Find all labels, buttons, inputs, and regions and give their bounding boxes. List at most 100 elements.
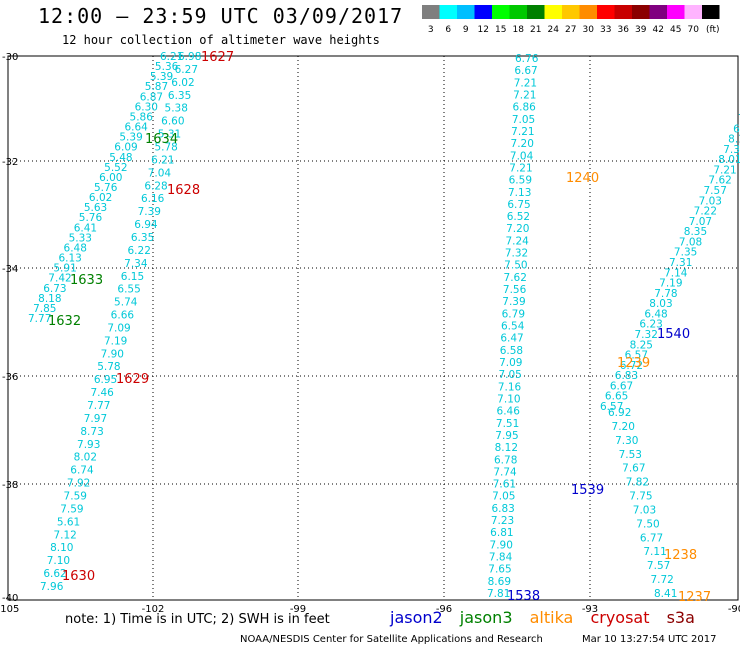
wave-height-value: 7.35 [674,247,697,259]
wave-height-value: 6.57 [625,350,648,362]
pass-label-1240: 1240 [566,171,599,186]
wave-height-value: 6.16 [141,193,165,205]
wave-height-value: 7.50 [636,518,659,530]
wave-height-value: 7.21 [511,126,534,138]
wave-height-value: 7.59 [64,491,87,503]
wave-height-value: 7.07 [689,216,712,228]
colorbar-tick-label: 45 [670,25,681,35]
wave-height-value: 6.83 [615,370,638,382]
wave-height-value: 7.09 [499,357,522,369]
wave-height-value: 7.05 [492,491,515,503]
color-swatch [649,5,667,19]
longitude-label: -90 [728,604,740,615]
colorbar-tick-label: (ft) [706,25,720,35]
wave-height-value: 6.48 [64,242,87,254]
wave-height-value: 6.79 [502,308,525,320]
color-swatch [439,5,457,19]
wave-height-value: 5.86 [130,111,154,123]
wave-height-value: 6.77 [640,532,663,544]
wave-height-value: 7.32 [635,329,658,341]
pass-label-1239: 1239 [617,356,650,371]
wave-height-value: 7.05 [498,369,521,381]
wave-height-value: 7.59 [60,503,83,515]
wave-height-value: 7.57 [704,185,727,197]
colorbar-tick-label: 6 [445,25,451,35]
latitude-label: -32 [2,157,18,168]
wave-height-value: 7.11 [643,546,666,558]
wave-height-value: 6.02 [89,192,112,204]
longitude-label: -105 [0,604,19,615]
wave-height-value: 6.22 [128,245,151,257]
wave-height-value: 5.78 [97,361,120,373]
wave-height-value: 7.56 [503,284,527,296]
pass-label-1540: 1540 [657,327,690,342]
wave-height-value: 6.73 [43,283,66,295]
wave-height-value: 6.74 [70,465,94,477]
satellite-jason3: jason3 [459,608,513,627]
wave-height-value: 6.02 [171,77,194,89]
colorbar-tick-label: 3 [428,25,434,35]
wave-height-value: 7.82 [626,477,649,489]
latitude-label: -36 [2,372,18,383]
wave-height-value: 7.67 [622,463,645,475]
wave-height-value: 5.76 [94,182,118,194]
wave-height-value: 6.83 [491,503,514,515]
wave-height-value: 6.52 [507,211,530,223]
wave-height-value: 7.10 [497,393,520,405]
wave-height-value: 7.50 [504,260,527,272]
wave-height-value: 5.78 [154,141,177,153]
wave-height-value: 6.75 [507,199,530,211]
wave-height-value: 6.46 [497,406,521,418]
colorbar-tick-label: 24 [548,25,560,35]
wave-height-value: 6.65 [605,391,628,403]
wave-height-value: 6.23 [639,319,662,331]
wave-height-value: 7.74 [493,466,517,478]
wave-height-value: 6.62 [43,568,66,580]
color-swatch [614,5,632,19]
wave-height-value: 6.66 [111,310,135,322]
wave-height-value: 6.92 [608,407,631,419]
color-swatch [544,5,562,19]
wave-height-value: 8.1 [728,134,740,146]
wave-height-value: 7.03 [633,504,656,516]
wave-height-value: 8.35 [684,226,707,238]
wave-height-value: 5.39 [119,132,142,144]
satellite-legend: jason2 jason3 altika cryosat s3a [390,608,707,627]
wave-height-value: 8.03 [649,298,672,310]
wave-height-value: 7.34 [124,258,148,270]
colorbar-tick-label: 33 [600,25,611,35]
wave-height-value: 7.39 [138,206,161,218]
color-swatch [597,5,615,19]
timestamp-text: Mar 10 13:27:54 UTC 2017 [582,634,717,645]
pass-label-1627: 1627 [201,50,234,65]
color-swatch [667,5,685,19]
wave-height-value: 7.62 [708,175,731,187]
wave-height-value: 6.72 [620,360,643,372]
wave-height-value: 6.21 [151,154,174,166]
wave-height-value: 5.87 [145,81,168,93]
units-note: note: 1) Time is in UTC; 2) SWH is in fe… [65,612,330,627]
wave-height-value: 6.9 [733,123,740,135]
satellite-cryosat: cryosat [590,608,650,627]
color-swatch [632,5,650,19]
colorbar-tick-label: 39 [635,25,647,35]
satellite-altika: altika [529,608,574,627]
wave-height-value: 7.16 [498,381,522,393]
latitude-label: -30 [2,52,18,63]
wave-height-value: 7.90 [101,348,124,360]
wave-height-value: 7.24 [505,235,529,247]
longitude-label: -93 [582,604,598,615]
wave-height-value: 7.03 [699,195,722,207]
wave-height-value: 7 [738,113,740,125]
wave-height-value: 6.13 [58,253,81,265]
wave-height-value: 6.27 [175,64,198,76]
color-swatch [579,5,597,19]
wave-height-value: 7.21 [513,89,536,101]
pass-label-1630: 1630 [62,569,95,584]
page-subtitle: 12 hour collection of altimeter wave hei… [62,33,380,47]
wave-height-value: 8.02 [74,452,97,464]
pass-label-1629: 1629 [116,372,149,387]
wave-height-value: 7.93 [77,439,100,451]
wave-height-value: 7.20 [511,138,534,150]
colorbar-tick-label: 36 [618,25,630,35]
